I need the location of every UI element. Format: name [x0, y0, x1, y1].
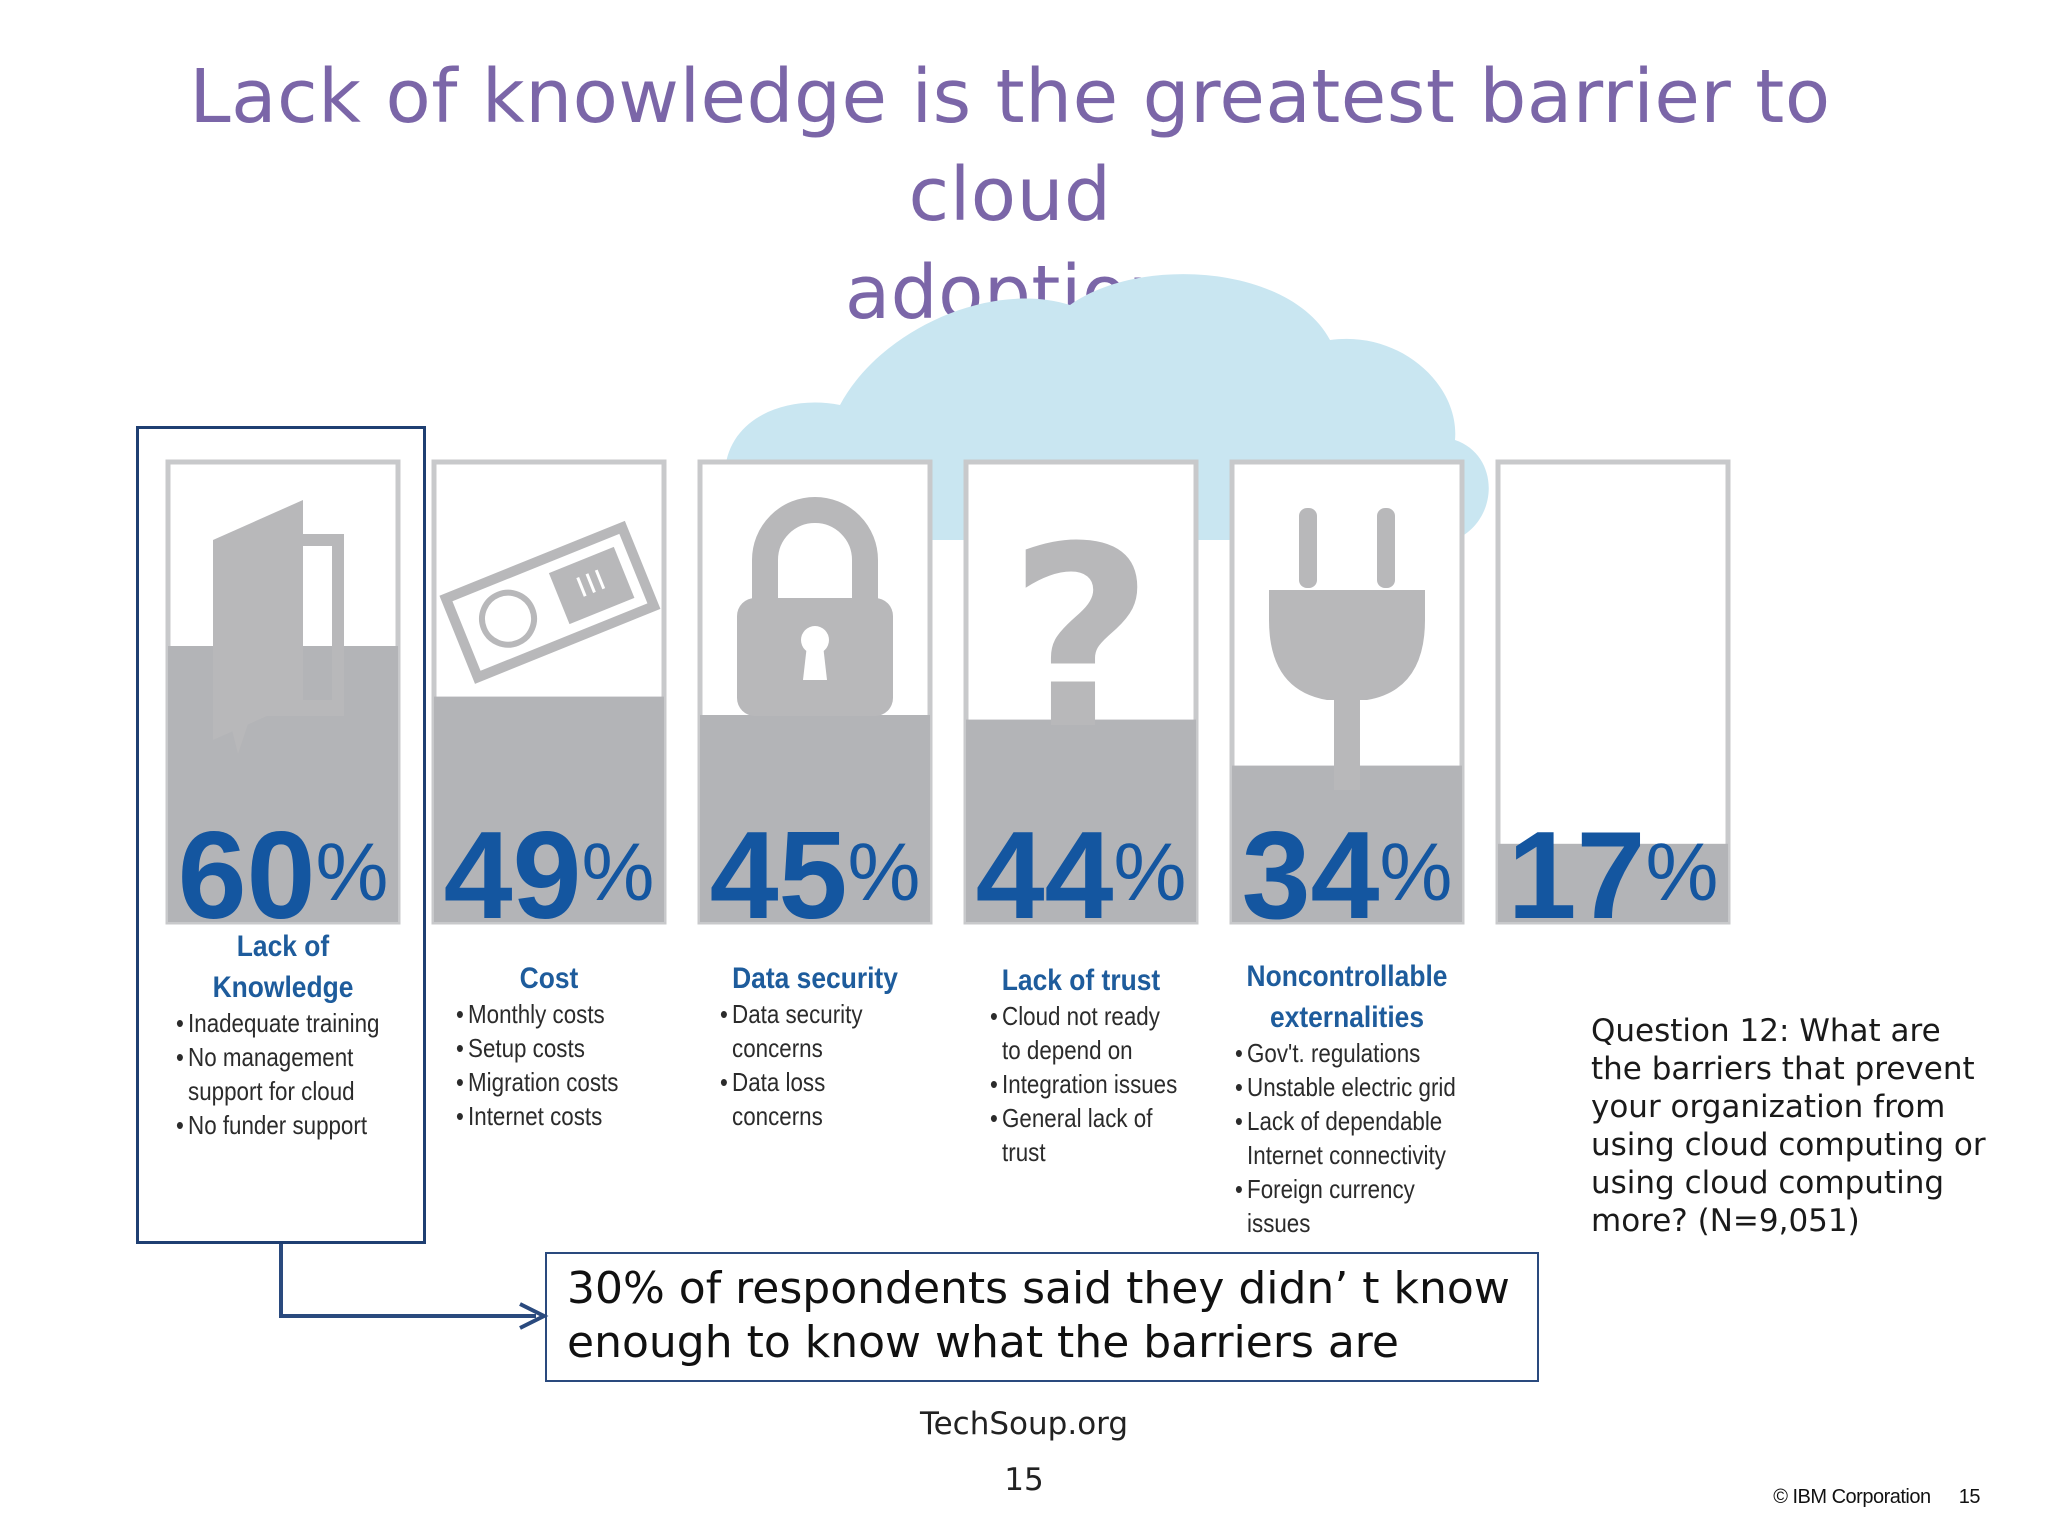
category-title-cost: Cost	[430, 958, 668, 999]
bullet-item: Data security	[720, 997, 863, 1031]
bar-cost	[434, 696, 664, 922]
bar-panel-lack-of-trust: ? 44%	[963, 459, 1199, 945]
lack-of-knowledge-highlight	[136, 426, 426, 1244]
bar-noncontrollable-externalities	[1232, 765, 1462, 922]
category-title-line: Lack of trust	[1001, 964, 1161, 997]
bullet-item: Integration issues	[990, 1067, 1177, 1101]
bullet-item: Inadequate training	[176, 1006, 379, 1040]
category-title-line: Noncontrollable	[1246, 960, 1448, 993]
plug-icon	[1269, 508, 1425, 790]
question-mark-icon: ?	[1008, 493, 1153, 784]
bar-panel-lack-of-knowledge: 60%	[165, 459, 401, 945]
slide-title-line-1: Lack of knowledge is the greatest barrie…	[189, 54, 1831, 238]
bullet-item: Unstable electric grid	[1235, 1070, 1456, 1104]
bullet-item: Setup costs	[456, 1031, 618, 1065]
category-title-lack-of-knowledge: Lack of Knowledge	[164, 926, 402, 1008]
category-title-line: Lack of	[236, 930, 330, 963]
value-label-lack-of-trust: 44%	[976, 807, 1187, 945]
bullet-item: Monthly costs	[456, 997, 618, 1031]
arrow-line	[279, 1244, 536, 1318]
source-text: TechSoup.org	[919, 1406, 1129, 1442]
bullet-item: trust	[1002, 1137, 1046, 1167]
bullet-item: to depend on	[1002, 1035, 1133, 1065]
bar-data-security	[700, 715, 930, 922]
bullet-list-cost: Monthly costsSetup costsMigration costsI…	[456, 997, 618, 1133]
category-title-lack-of-trust: Lack of trust	[962, 960, 1200, 1001]
bullet-item: Data loss	[720, 1065, 863, 1099]
category-title-noncontrollable-externalities: Noncontrollable externalities	[1219, 956, 1474, 1038]
bullet-item: Lack of dependable	[1235, 1104, 1456, 1138]
bullet-list-lack-of-knowledge: Inadequate trainingNo managementsupport …	[176, 1006, 379, 1142]
bullet-item: Gov't. regulations	[1235, 1036, 1456, 1070]
value-label-data-security: 45%	[710, 807, 921, 945]
value-label-blank: 17%	[1508, 807, 1719, 945]
page-number: 15	[1004, 1462, 1044, 1498]
bar-lack-of-trust	[966, 719, 1196, 922]
arrow-head-icon	[519, 1302, 549, 1330]
bar-blank	[1498, 843, 1728, 922]
padlock-icon	[737, 497, 893, 716]
copyright-page: 15	[1958, 1486, 1981, 1508]
value-label-noncontrollable-externalities: 34%	[1242, 807, 1453, 945]
slide-title: Lack of knowledge is the greatest barrie…	[140, 48, 1880, 342]
bullet-item: No funder support	[176, 1108, 379, 1142]
bar-panel-blank: 17%	[1495, 459, 1731, 945]
bullet-item: No management	[176, 1040, 379, 1074]
category-title-line: Data security	[732, 962, 898, 995]
bullet-item: Migration costs	[456, 1065, 618, 1099]
bullet-item: General lack of	[990, 1101, 1177, 1135]
bullet-item: Cloud not ready	[990, 999, 1177, 1033]
bar-panel-noncontrollable-externalities: 34%	[1229, 459, 1465, 945]
money-icon	[439, 520, 661, 684]
value-label-lack-of-knowledge: 60%	[178, 807, 389, 945]
copyright: © IBM Corporation 15	[1773, 1486, 1980, 1509]
callout-box: 30% of respondents said they didn’ t kno…	[545, 1252, 1539, 1382]
book-icon	[213, 500, 344, 754]
bullet-item: Internet connectivity	[1247, 1140, 1446, 1170]
bar-panel-cost: 49%	[431, 459, 667, 945]
bullet-list-noncontrollable-externalities: Gov't. regulationsUnstable electric grid…	[1235, 1036, 1456, 1240]
bar-panel-data-security: 45%	[697, 459, 933, 945]
bullet-item: support for cloud	[188, 1076, 355, 1106]
bullet-item: issues	[1247, 1208, 1311, 1238]
callout-line-2: enough to know what the barriers are	[567, 1317, 1400, 1368]
category-title-line: Cost	[519, 962, 579, 995]
category-title-line: Knowledge	[212, 971, 354, 1004]
category-title-line: externalities	[1269, 1001, 1425, 1034]
survey-question: Question 12: What are the barriers that …	[1591, 1013, 1986, 1239]
category-title-data-security: Data security	[696, 958, 934, 999]
bullet-item: Foreign currency	[1235, 1172, 1456, 1206]
bullet-item: Internet costs	[456, 1099, 618, 1133]
value-label-cost: 49%	[444, 807, 655, 945]
bullet-item: concerns	[732, 1101, 823, 1131]
copyright-text: © IBM Corporation	[1773, 1486, 1931, 1508]
bullet-item: concerns	[732, 1033, 823, 1063]
callout-line-1: 30% of respondents said they didn’ t kno…	[567, 1263, 1510, 1314]
